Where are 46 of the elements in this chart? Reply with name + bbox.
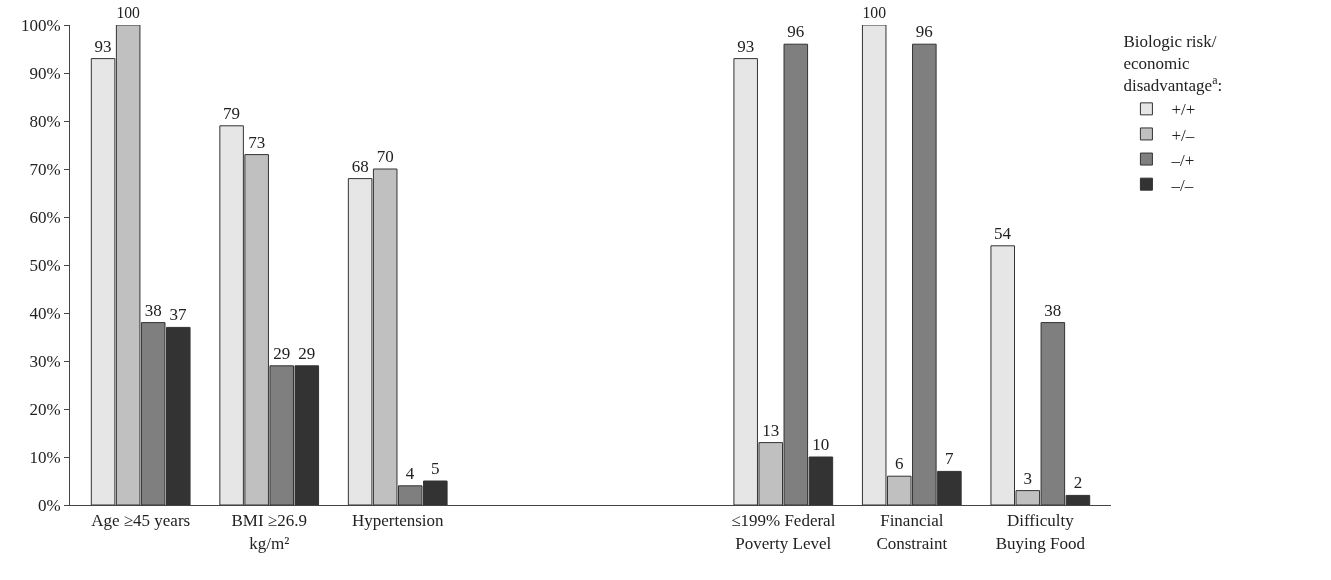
x-tick-label: ≤199% Federal Poverty Level [731,511,836,553]
data-label: 37 [169,305,188,325]
data-label: 38 [1044,300,1062,320]
y-tick-label: 90% [29,63,61,83]
y-tick-label: 80% [29,111,61,131]
data-label: 79 [223,103,241,123]
y-tick-label: 30% [29,351,61,371]
y-tick-label: 60% [29,207,61,227]
legend-label: +/– [1171,125,1195,145]
y-tick-label: 20% [29,399,61,419]
data-label: 29 [298,343,316,363]
data-label: 100 [862,4,887,22]
data-label: 29 [273,343,291,363]
data-label: 96 [915,22,933,42]
legend-label: +/+ [1171,100,1196,120]
y-tick-label: 50% [29,255,61,275]
data-label: 68 [351,156,369,176]
x-tick-label: Financial Constraint [876,511,948,553]
data-label: 54 [993,223,1012,243]
y-tick-label: 10% [29,447,61,467]
legend-title: Biologic risk/ economic disadvantage$^{a}$: [1123,32,1223,96]
x-tick-label: Difficulty Buying Food [995,511,1086,553]
data-label: 7 [944,449,954,469]
x-tick-label: Hypertension [351,511,445,531]
legend-label: –/– [1170,175,1194,195]
data-label: 38 [144,300,162,320]
x-tick-label: BMI ≥26.9 kg/m² [231,511,307,553]
data-label: 73 [248,132,266,152]
y-tick-label: 100% [20,15,61,35]
data-label: 70 [376,147,394,166]
y-tick-label: 70% [29,159,61,179]
data-label: 2 [1073,473,1083,493]
data-label: 93 [737,36,755,56]
data-label: 4 [405,463,415,483]
data-label: 3 [1023,468,1033,488]
data-label: 6 [895,454,904,474]
data-label: 5 [431,459,440,478]
y-tick-label: 0% [37,495,61,515]
y-tick-label: 40% [29,303,61,323]
x-tick-label: Age ≥45 years [91,511,191,531]
data-label: 100 [116,4,141,22]
data-label: 13 [762,420,780,440]
data-label: 10 [812,435,830,454]
data-label: 96 [787,22,805,42]
legend-label: –/+ [1170,150,1195,170]
data-label: 93 [94,36,112,56]
